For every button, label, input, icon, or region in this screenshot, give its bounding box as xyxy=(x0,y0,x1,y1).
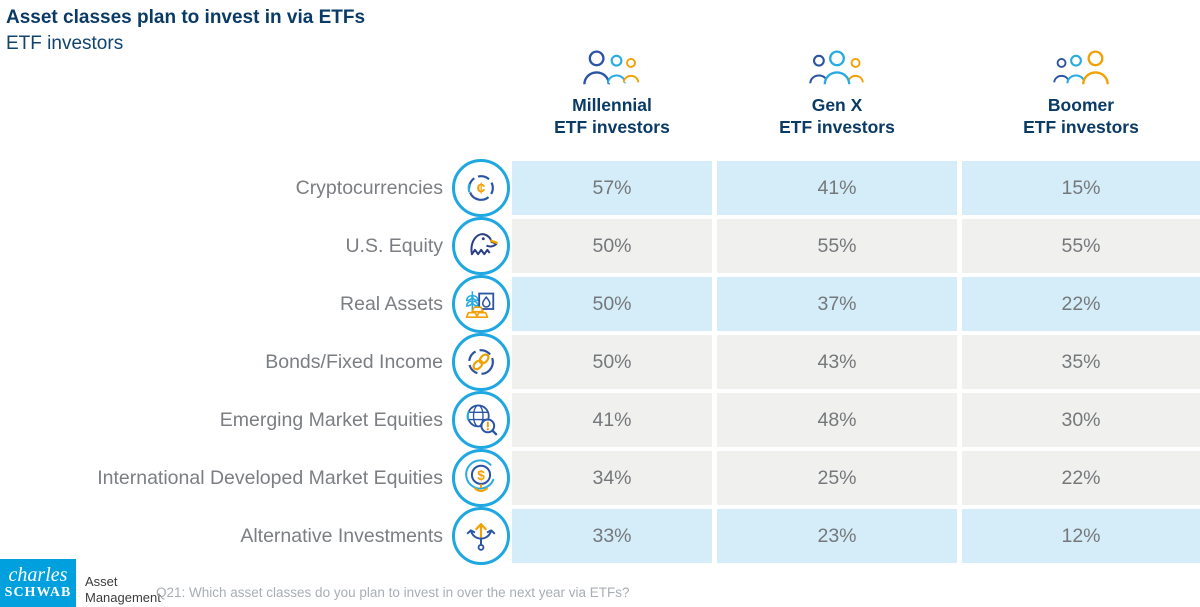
column-header-millennial: Millennial ETF investors xyxy=(512,48,712,138)
data-table: Cryptocurrencies ¢ 57% 41% 15% U.S. Equi… xyxy=(0,159,1200,567)
people-group-icon xyxy=(583,50,640,85)
division-label: Asset Management xyxy=(85,574,161,605)
value-cell: 15% xyxy=(962,161,1200,215)
value-cell: 55% xyxy=(962,219,1200,273)
value-cell: 41% xyxy=(717,161,957,215)
row-label: Alternative Investments xyxy=(240,524,443,547)
value-cell: 12% xyxy=(962,509,1200,563)
value-cell: 50% xyxy=(512,219,712,273)
value-cell: 22% xyxy=(962,451,1200,505)
survey-question-footnote: Q21: Which asset classes do you plan to … xyxy=(156,585,630,600)
value-cell: 50% xyxy=(512,277,712,331)
value-cell: 22% xyxy=(962,277,1200,331)
table-row-cryptocurrencies: Cryptocurrencies ¢ 57% 41% 15% xyxy=(0,159,1200,217)
table-row-alternative-investments: Alternative Investments 33% 23% 12% xyxy=(0,507,1200,565)
globe-magnifier-icon xyxy=(452,391,510,449)
column-header-label: Millennial ETF investors xyxy=(554,95,670,137)
cent-coin-icon: ¢ xyxy=(452,159,510,217)
column-header-boomer: Boomer ETF investors xyxy=(962,48,1200,138)
row-label: Cryptocurrencies xyxy=(295,176,443,199)
value-cell: 37% xyxy=(717,277,957,331)
row-label: U.S. Equity xyxy=(345,234,443,257)
table-row-emerging-market-equities: Emerging Market Equities 41% 48% 30% xyxy=(0,391,1200,449)
row-label: Emerging Market Equities xyxy=(219,408,443,431)
eagle-icon xyxy=(452,217,510,275)
people-group-icon xyxy=(1053,50,1109,85)
table-row-international-developed-market-equities: International Developed Market Equities … xyxy=(0,449,1200,507)
globe-dollar-icon: $ xyxy=(452,449,510,507)
row-label: Real Assets xyxy=(340,292,443,315)
people-group-icon xyxy=(809,50,864,85)
schwab-logo-charles: charles xyxy=(8,564,68,586)
column-headers: Millennial ETF investors Gen X ETF inves… xyxy=(512,48,1200,138)
dollar-glyph: $ xyxy=(477,468,485,483)
value-cell: 55% xyxy=(717,219,957,273)
column-header-label: Gen X ETF investors xyxy=(779,95,895,137)
wheat-oil-gold-icon xyxy=(452,275,510,333)
table-row-real-assets: Real Assets 50% 37% 22% xyxy=(0,275,1200,333)
value-cell: 30% xyxy=(962,393,1200,447)
value-cell: 35% xyxy=(962,335,1200,389)
page-subtitle: ETF investors xyxy=(6,33,124,54)
row-label: Bonds/Fixed Income xyxy=(265,350,443,373)
schwab-logo: charles SCHWAB xyxy=(0,559,76,607)
branching-arrows-icon xyxy=(452,507,510,565)
chain-link-icon xyxy=(452,333,510,391)
value-cell: 41% xyxy=(512,393,712,447)
value-cell: 34% xyxy=(512,451,712,505)
cent-glyph: ¢ xyxy=(477,180,486,197)
value-cell: 57% xyxy=(512,161,712,215)
value-cell: 43% xyxy=(717,335,957,389)
value-cell: 50% xyxy=(512,335,712,389)
table-row-bonds-fixed-income: Bonds/Fixed Income 50% 43% 35% xyxy=(0,333,1200,391)
value-cell: 48% xyxy=(717,393,957,447)
column-header-label: Boomer ETF investors xyxy=(1023,95,1139,137)
value-cell: 33% xyxy=(512,509,712,563)
value-cell: 25% xyxy=(717,451,957,505)
page-title: Asset classes plan to invest in via ETFs xyxy=(6,7,366,28)
table-row-us-equity: U.S. Equity 50% 55% 55% xyxy=(0,217,1200,275)
column-header-genx: Gen X ETF investors xyxy=(717,48,957,138)
value-cell: 23% xyxy=(717,509,957,563)
schwab-logo-schwab: SCHWAB xyxy=(4,585,72,600)
row-label: International Developed Market Equities xyxy=(97,466,443,489)
